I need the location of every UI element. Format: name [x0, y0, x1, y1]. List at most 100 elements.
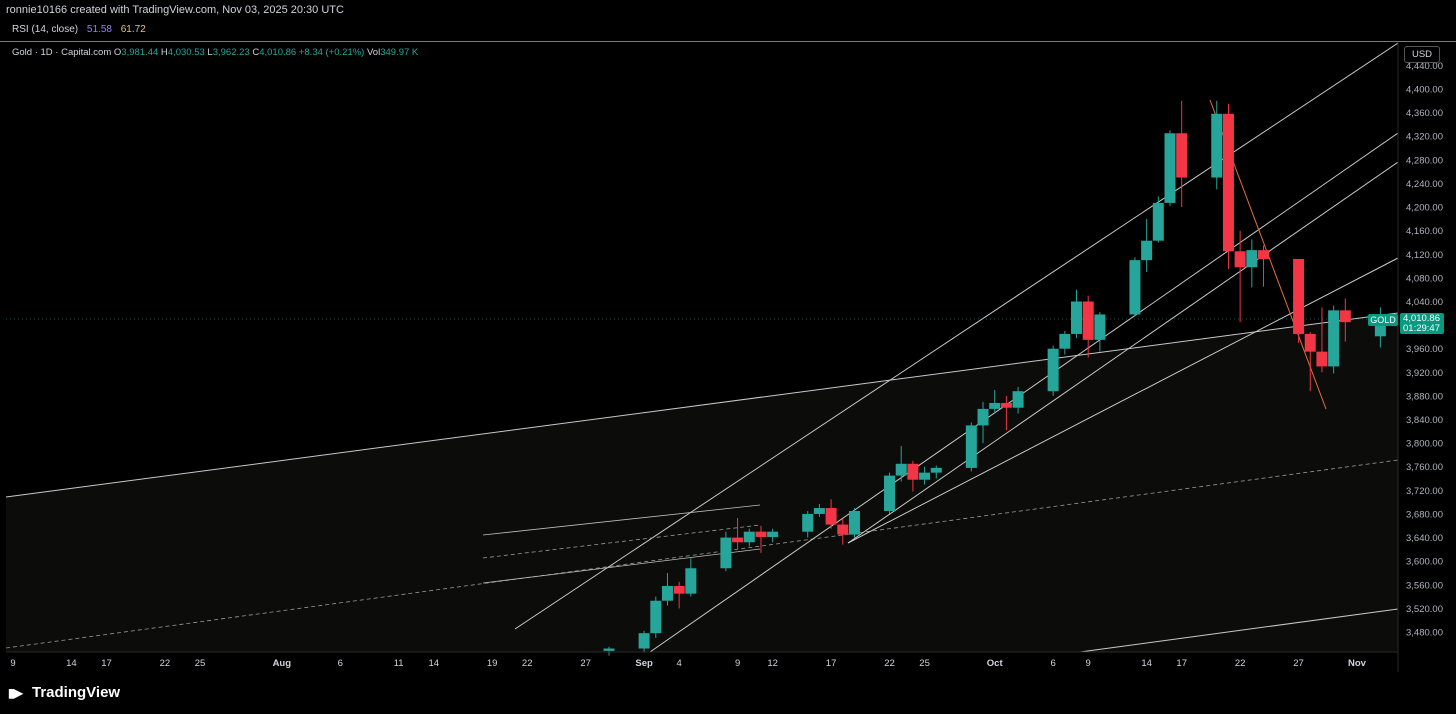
candle-body: [685, 568, 697, 594]
candle: [1339, 298, 1351, 342]
candle: [1047, 345, 1059, 396]
x-tick-label: 22: [522, 658, 533, 669]
candle: [1258, 245, 1270, 287]
candle-body: [1258, 250, 1270, 259]
candle: [673, 581, 685, 609]
low-label: L: [207, 47, 213, 58]
candle: [743, 528, 755, 547]
candle-body: [1012, 391, 1024, 408]
change-value: +8.34 (+0.21%): [298, 47, 365, 58]
candle-body: [989, 402, 1001, 409]
candle-body: [837, 524, 849, 535]
candle: [732, 518, 744, 550]
x-tick-label: 22: [884, 658, 895, 669]
y-tick-label: 3,960.00: [1406, 344, 1443, 355]
candle-body: [884, 475, 896, 512]
last-price-tag: 4,010.86 01:29:47: [1400, 313, 1444, 334]
candle: [650, 596, 662, 638]
candle: [965, 422, 977, 472]
y-tick-label: 4,160.00: [1406, 226, 1443, 237]
candle-body: [895, 463, 907, 476]
caption: ronnie10166 created with TradingView.com…: [0, 0, 1456, 20]
candle-body: [919, 472, 931, 480]
candle-body: [848, 511, 860, 535]
x-tick-label: 17: [101, 658, 112, 669]
trend-line: [847, 161, 1399, 544]
candle: [1082, 295, 1094, 358]
candle-body: [1094, 314, 1106, 340]
y-axis-background: [1398, 43, 1456, 672]
y-tick-label: 3,680.00: [1406, 509, 1443, 520]
tradingview-logo[interactable]: ▮▶ TradingView: [8, 684, 120, 701]
close-value: 4,010.86: [259, 47, 297, 58]
x-tick-label: Oct: [987, 658, 1004, 669]
x-tick-label: 14: [66, 658, 77, 669]
bar-countdown: 01:29:47: [1403, 323, 1440, 334]
candle-body: [1082, 301, 1094, 340]
candle-body: [1000, 402, 1012, 408]
candle: [837, 518, 849, 545]
candle: [1141, 218, 1153, 272]
candle-body: [673, 585, 685, 594]
x-tick-label: 6: [1050, 658, 1055, 669]
candle: [1211, 100, 1223, 190]
candles-layer: [603, 100, 1386, 656]
trend-line: [482, 504, 761, 536]
candle-body: [1059, 333, 1071, 349]
close-label: C: [252, 47, 260, 58]
volume-label: Vol: [366, 47, 381, 58]
y-tick-label: 3,560.00: [1406, 580, 1443, 591]
candle: [813, 503, 825, 517]
y-tick-label: 3,600.00: [1406, 557, 1443, 568]
x-tick-label: 14: [1141, 658, 1152, 669]
candle-body: [720, 537, 732, 569]
x-tick-label: 6: [338, 658, 343, 669]
candle-body: [825, 508, 837, 525]
candle-body: [743, 531, 755, 543]
candle-body: [1176, 133, 1188, 178]
candle-body: [1164, 133, 1176, 203]
x-tick-label: Nov: [1348, 658, 1367, 669]
candle-body: [813, 508, 825, 514]
x-tick-label: 12: [767, 658, 778, 669]
candle: [1316, 307, 1328, 373]
trend-line: [847, 257, 1399, 544]
candle: [848, 508, 860, 538]
candle-body: [907, 463, 919, 480]
candle-body: [1246, 250, 1258, 268]
x-tick-label: 25: [919, 658, 930, 669]
candle: [720, 531, 732, 572]
x-tick-label: 4: [677, 658, 682, 669]
volume-value: 349.97 K: [380, 47, 419, 58]
candle-body: [1141, 240, 1153, 261]
candle-body: [661, 585, 673, 601]
y-tick-label: 3,720.00: [1406, 486, 1443, 497]
y-tick-label: 4,280.00: [1406, 155, 1443, 166]
candle: [825, 499, 837, 529]
candle-body: [1222, 113, 1234, 252]
candle-body: [802, 513, 814, 532]
candle: [1152, 196, 1164, 243]
candle-body: [755, 531, 767, 537]
candle-body: [767, 531, 779, 537]
trend-line: [482, 548, 761, 584]
y-tick-label: 4,240.00: [1406, 179, 1443, 190]
candle-body: [930, 467, 942, 473]
candle-body: [977, 408, 989, 426]
symbol-label[interactable]: Gold · 1D · Capital.com: [12, 47, 112, 58]
y-tick-label: 3,520.00: [1406, 604, 1443, 615]
candle-body: [1374, 319, 1386, 337]
x-tick-label: 14: [428, 658, 439, 669]
footer: [0, 672, 1456, 714]
x-tick-label: 9: [10, 658, 15, 669]
trend-line: [5, 312, 1399, 498]
x-tick-label: Aug: [273, 658, 292, 669]
candle-body: [1328, 310, 1340, 367]
rsi-label: RSI (14, close): [12, 24, 79, 35]
currency-button[interactable]: USD: [1404, 46, 1440, 63]
candle: [989, 390, 1001, 414]
open-value: 3,981.44: [121, 47, 159, 58]
candle-body: [650, 600, 662, 634]
trend-line: [1079, 608, 1399, 653]
